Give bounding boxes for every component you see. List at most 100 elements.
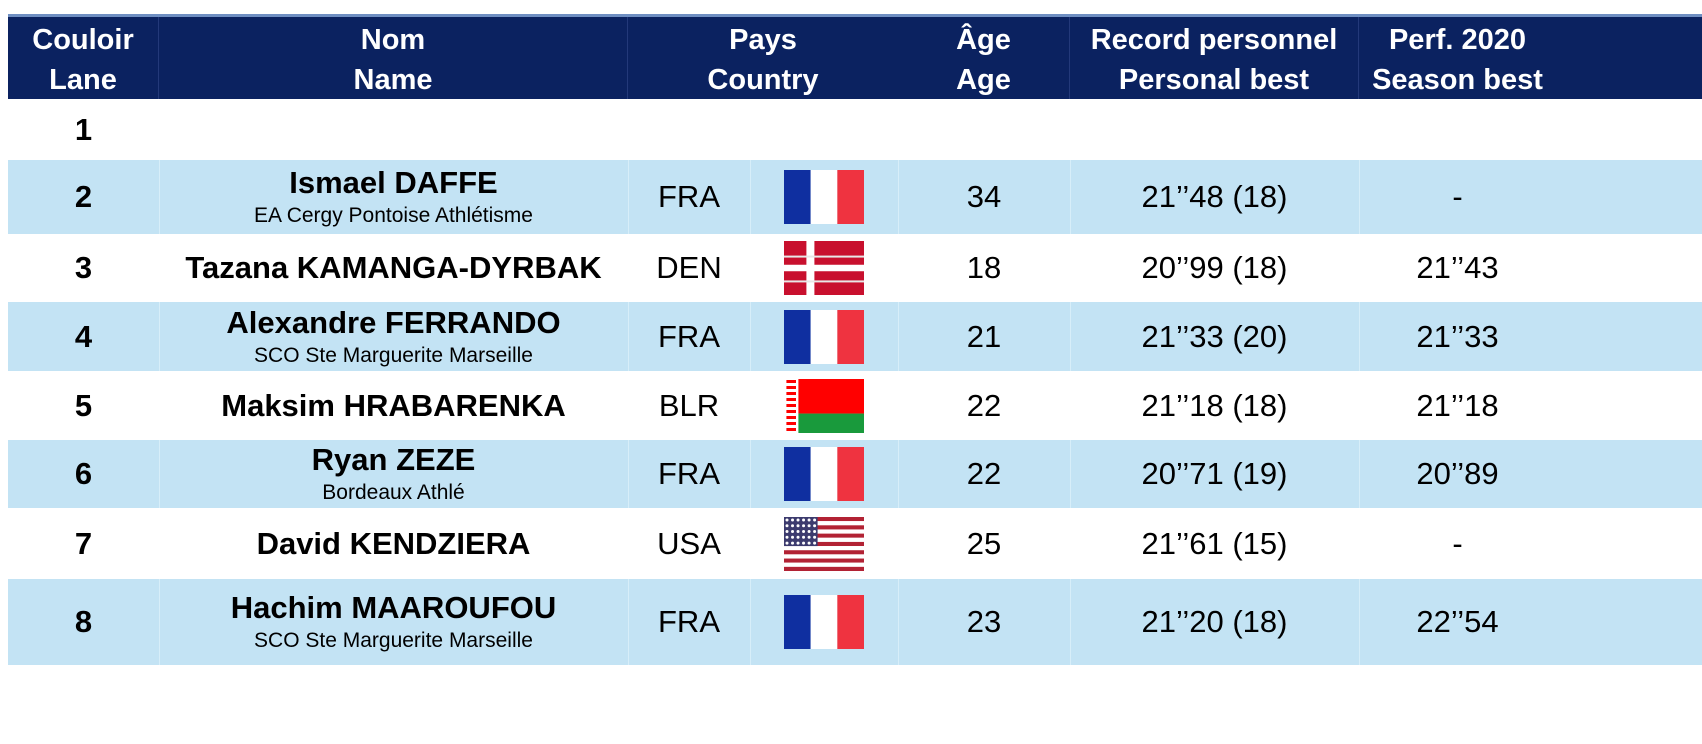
season-best-cell: 21’’43 [1359,234,1556,302]
country-code-cell: USA [628,508,750,579]
age-cell: 22 [898,440,1071,508]
country-code: DEN [656,250,722,285]
age-cell: 18 [898,234,1070,302]
table-row: 2 Ismael DAFFE EA Cergy Pontoise Athlétism… [8,160,1702,234]
athlete-club: Bordeaux Athlé [322,481,465,504]
table-row: 5 Maksim HRABARENKA BLR 22 21’’18 (18) 21’’18 [8,371,1702,440]
lane-number: 4 [74,318,93,354]
table-header: Couloir Lane Nom Name Pays Country Âge A… [8,14,1702,102]
table-row: 8 Hachim MAAROUFOU SCO Ste Marguerite Mars… [8,579,1702,665]
header-sb-fr: Perf. 2020 [1388,23,1527,56]
personal-best-cell [1070,99,1359,160]
header-lane-fr: Couloir [32,23,134,56]
athlete-cell: Tazana KAMANGA-DYRBAK [159,234,628,302]
season-best-cell: - [1359,160,1556,234]
country-code-cell: FRA [628,440,751,508]
lane-number: 5 [74,387,93,423]
flag-cell [750,440,899,508]
flag-cell [750,302,899,371]
athlete-name: Hachim MAAROUFOU [230,590,557,625]
age-value: 22 [966,456,1002,491]
country-code-cell: FRA [628,579,751,665]
table-row: 7 David KENDZIERA USA 25 21’’61 (15) - [8,508,1702,579]
usa-flag [784,516,864,571]
age-cell: 22 [898,371,1070,440]
country-code: FRA [658,179,720,214]
header-country: Pays Country [628,17,898,102]
season-best-cell [1359,99,1556,160]
country-code: FRA [658,456,720,491]
france-flag [784,595,864,649]
age-cell: 21 [898,302,1071,371]
country-code-cell: FRA [628,160,751,234]
header-pb-fr: Record personnel [1090,23,1338,56]
header-sb-en: Season best [1372,63,1543,96]
table-row: 1 [8,99,1702,160]
athlete-cell: David KENDZIERA [159,508,628,579]
athlete-cell: Ismael DAFFE EA Cergy Pontoise Athlétisme [159,160,629,234]
athlete-name: Tazana KAMANGA-DYRBAK [185,250,602,285]
lane-cell: 1 [8,99,159,160]
age-value: 22 [966,387,1002,423]
athlete-cell: Maksim HRABARENKA [159,371,628,440]
season-best-value: - [1452,525,1463,561]
lane-cell: 8 [8,579,160,665]
athlete-cell: Alexandre FERRANDO SCO Ste Marguerite Mar… [159,302,629,371]
age-value: 23 [966,604,1002,639]
personal-best-value: 20’’71 (19) [1141,456,1288,491]
header-age: Âge Age [898,17,1070,102]
athlete-club: SCO Ste Marguerite Marseille [254,343,533,367]
header-personal-best: Record personnel Personal best [1070,17,1359,102]
country-code: FRA [658,318,720,354]
lane-cell: 7 [8,508,159,579]
season-best-value: 20’’89 [1416,456,1499,491]
personal-best-value: 21’’48 (18) [1141,179,1288,214]
athlete-name: Ismael DAFFE [289,165,498,200]
season-best-value: 21’’43 [1416,250,1499,285]
header-age-en: Age [956,63,1011,96]
personal-best-cell: 21’’61 (15) [1070,508,1359,579]
personal-best-value: 21’’20 (18) [1141,604,1288,639]
personal-best-value: 21’’61 (15) [1141,525,1288,561]
france-flag [784,309,864,364]
athlete-name: Alexandre FERRANDO [226,304,561,340]
belarus-flag [784,378,864,433]
athlete-name: Ryan ZEZE [311,442,476,477]
table-row: 4 Alexandre FERRANDO SCO Ste Marguerite Ma… [8,302,1702,371]
season-best-cell: 21’’18 [1359,371,1556,440]
athlete-club: SCO Ste Marguerite Marseille [254,629,533,652]
country-code-cell: BLR [628,371,750,440]
personal-best-cell: 20’’99 (18) [1070,234,1359,302]
header-pb-en: Personal best [1118,63,1310,96]
athlete-name: David KENDZIERA [256,525,531,561]
lane-cell: 3 [8,234,159,302]
lane-cell: 6 [8,440,160,508]
personal-best-value: 21’’18 (18) [1141,387,1288,423]
athlete-name: Maksim HRABARENKA [221,387,566,423]
flag-cell [750,160,899,234]
age-cell: 25 [898,508,1070,579]
header-country-fr: Pays [729,23,797,56]
header-season-best: Perf. 2020 Season best [1359,17,1556,102]
france-flag [784,447,864,501]
france-flag [784,170,864,224]
season-best-value: 21’’18 [1416,387,1499,423]
header-age-fr: Âge [956,23,1011,56]
flag-cell [750,508,898,579]
header-name-en: Name [353,63,433,96]
header-country-en: Country [707,63,819,96]
header-name: Nom Name [159,17,628,102]
flag-cell [750,234,898,302]
athlete-cell: Ryan ZEZE Bordeaux Athlé [159,440,629,508]
table-row: 3 Tazana KAMANGA-DYRBAK DEN 18 20’’99 (18) 21… [8,234,1702,302]
age-cell: 23 [898,579,1071,665]
personal-best-cell: 20’’71 (19) [1070,440,1360,508]
lane-number: 3 [74,250,93,285]
lane-cell: 4 [8,302,160,371]
personal-best-cell: 21’’33 (20) [1070,302,1360,371]
country-code: FRA [658,604,720,639]
country-code: USA [657,525,721,561]
lane-number: 7 [74,525,93,561]
age-value: 21 [966,318,1002,354]
personal-best-cell: 21’’48 (18) [1070,160,1360,234]
